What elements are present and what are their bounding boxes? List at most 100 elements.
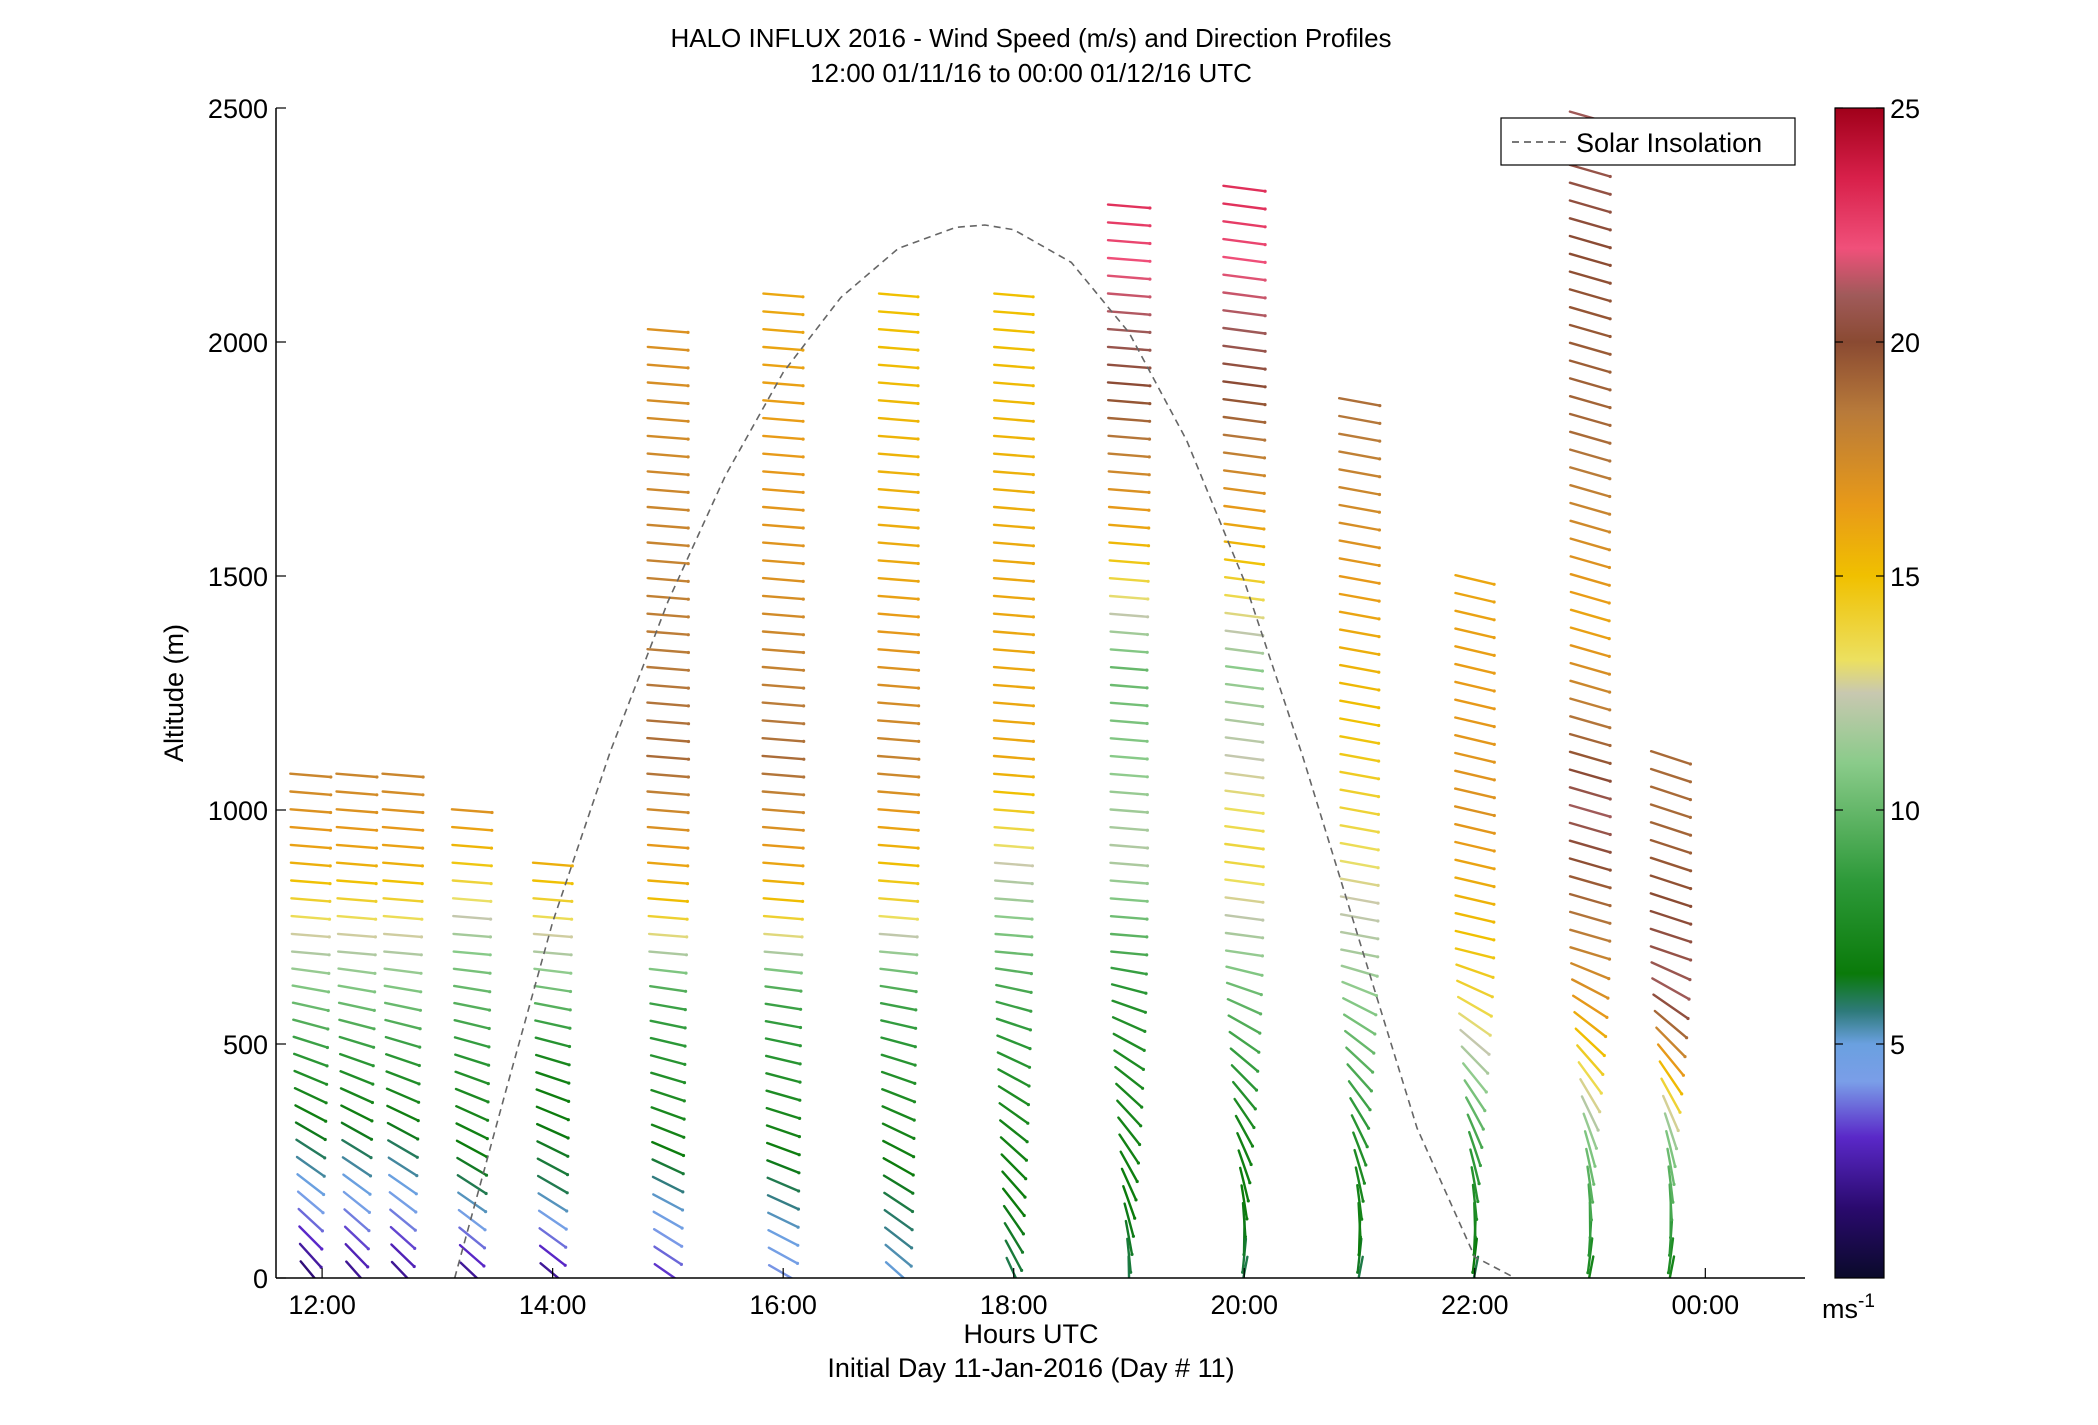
colorbar-tick-label: 25 xyxy=(1890,94,1920,124)
chart-subtitle: 12:00 01/11/16 to 00:00 01/12/16 UTC xyxy=(810,58,1252,88)
wind-barb-tip xyxy=(1145,757,1149,761)
wind-barb-tip xyxy=(909,1283,912,1286)
wind-barb xyxy=(1238,1166,1250,1203)
wind-barb xyxy=(382,897,424,904)
wind-barb-shaft xyxy=(646,470,690,476)
chart-title-block: HALO INFLUX 2016 - Wind Speed (m/s) and … xyxy=(670,23,1391,88)
wind-barb-shaft xyxy=(1109,701,1149,707)
wind-barb xyxy=(1003,1222,1025,1254)
wind-barb xyxy=(1339,913,1380,923)
wind-barb-tip xyxy=(1608,423,1612,427)
wind-barb-shaft xyxy=(1241,1201,1247,1239)
wind-barb-shaft xyxy=(1222,273,1267,282)
wind-barb xyxy=(647,932,689,939)
wind-barb-shaft xyxy=(1339,806,1380,816)
wind-barb-shaft xyxy=(877,328,920,334)
wind-barb xyxy=(382,932,424,939)
wind-barb-shaft xyxy=(646,541,690,547)
wind-barb xyxy=(1357,1255,1364,1278)
wind-barb-tip xyxy=(1593,1164,1597,1168)
wind-barb-shaft xyxy=(1230,1064,1258,1092)
x-tick-label: 18:00 xyxy=(980,1290,1048,1320)
wind-barb-tip xyxy=(327,935,331,939)
wind-barb-shaft xyxy=(1649,927,1692,944)
wind-barb-tip xyxy=(910,1228,914,1232)
wind-barb-shaft xyxy=(762,488,805,494)
wind-barb-shaft xyxy=(1350,1114,1369,1148)
wind-barb xyxy=(652,1227,684,1248)
wind-barb xyxy=(1667,1165,1675,1204)
wind-barb xyxy=(1339,930,1380,941)
wind-barb-tip xyxy=(800,917,804,921)
wind-barb-shaft xyxy=(1459,1028,1491,1056)
wind-barb-tip xyxy=(1029,972,1033,976)
wind-barb-tip xyxy=(916,633,921,637)
wind-barb-shaft xyxy=(1339,717,1380,727)
wind-barb xyxy=(1568,786,1612,801)
wind-barb-tip xyxy=(1261,580,1265,584)
wind-barb xyxy=(1666,1147,1676,1186)
wind-barb xyxy=(1471,1183,1479,1221)
colorbar-unit-base: ms xyxy=(1822,1294,1858,1324)
wind-barb-tip xyxy=(1148,384,1152,388)
wind-barb-shaft xyxy=(1454,627,1496,639)
wind-barb-tip xyxy=(1027,1065,1032,1069)
wind-barb xyxy=(450,808,494,815)
wind-barb-shaft xyxy=(761,790,805,796)
wind-barb xyxy=(289,825,333,832)
wind-barb-shaft xyxy=(1226,998,1262,1016)
wind-barb-shaft xyxy=(652,1210,684,1230)
wind-barb-shaft xyxy=(1338,432,1381,443)
wind-barb-tip xyxy=(322,1174,326,1178)
wind-barb-tip xyxy=(1148,295,1152,299)
wind-barb-shaft xyxy=(1338,503,1381,514)
wind-barb-tip xyxy=(1148,330,1152,334)
wind-barb xyxy=(385,1070,421,1086)
wind-barb-shaft xyxy=(1357,1201,1362,1239)
wind-barb xyxy=(648,950,689,957)
wind-barb-shaft xyxy=(534,1036,571,1048)
wind-barb xyxy=(1649,838,1693,855)
wind-barb-shaft xyxy=(1233,1097,1256,1129)
wind-barb xyxy=(1454,858,1496,871)
wind-barb xyxy=(1225,965,1264,977)
wind-barb-tip xyxy=(914,971,919,975)
wind-barb-shaft xyxy=(1569,519,1611,534)
wind-barb-tip xyxy=(373,990,377,994)
wind-barb xyxy=(539,1262,561,1278)
wind-barb-tip xyxy=(1031,561,1035,566)
wind-barb xyxy=(341,1138,373,1160)
wind-barb xyxy=(994,897,1034,903)
wind-barb-tip xyxy=(796,1207,801,1211)
wind-barb-shaft xyxy=(1338,681,1381,692)
wind-barb xyxy=(762,897,805,904)
wind-barb xyxy=(762,416,805,423)
wind-barb xyxy=(762,843,805,850)
wind-barb xyxy=(1118,1133,1140,1165)
wind-barb-shaft xyxy=(290,932,331,939)
wind-barb-shaft xyxy=(762,328,805,334)
wind-barb-shaft xyxy=(1569,679,1611,694)
wind-barb xyxy=(877,825,920,832)
wind-barb-shaft xyxy=(337,967,377,975)
wind-barb xyxy=(1463,1079,1487,1113)
wind-barb-tip xyxy=(1028,1028,1032,1032)
wind-barb-tip xyxy=(1140,1105,1144,1109)
wind-barb-tip xyxy=(802,739,806,744)
wind-barb-shaft xyxy=(536,1157,569,1176)
wind-barb-shaft xyxy=(767,1228,799,1247)
wind-barb-shaft xyxy=(1649,909,1692,926)
wind-barb-shaft xyxy=(646,594,690,601)
wind-barb xyxy=(1585,1147,1596,1186)
wind-barb-shaft xyxy=(649,1019,687,1030)
wind-barb-shaft xyxy=(1338,610,1381,621)
wind-barb-shaft xyxy=(389,1225,416,1250)
wind-barb-shaft xyxy=(1237,1149,1252,1184)
wind-barb-shaft xyxy=(389,1208,417,1232)
wind-barb-shaft xyxy=(1568,786,1612,801)
wind-barb-shaft xyxy=(1458,1012,1492,1037)
wind-barb xyxy=(532,914,574,921)
wind-barb-tip xyxy=(1252,1125,1256,1130)
wind-barb-tip xyxy=(366,1265,370,1269)
wind-barb-tip xyxy=(1377,688,1381,692)
